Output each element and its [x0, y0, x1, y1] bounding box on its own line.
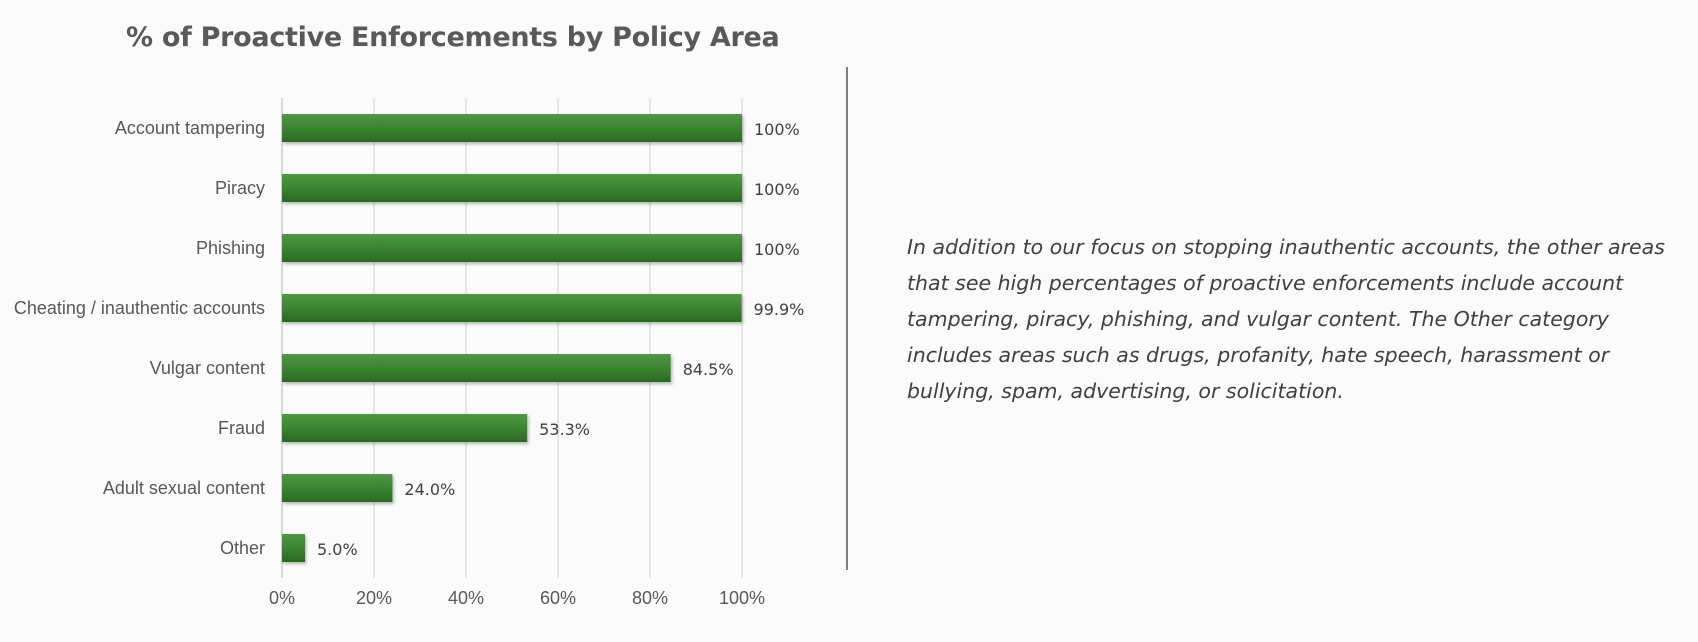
- data-label: 24.0%: [404, 480, 455, 499]
- category-label: Adult sexual content: [103, 478, 265, 498]
- category-label: Other: [220, 538, 265, 558]
- category-label: Cheating / inauthentic accounts: [14, 298, 265, 318]
- category-label: Phishing: [196, 238, 265, 258]
- data-label: 100%: [754, 120, 800, 139]
- bars: [282, 114, 742, 562]
- x-tick-label: 100%: [719, 588, 765, 608]
- data-label: 5.0%: [317, 540, 358, 559]
- bar: [282, 354, 671, 382]
- labels: 0% 20% 40% 60% 80% 100% Account tampering 100% P…: [14, 118, 805, 608]
- data-label: 99.9%: [754, 300, 805, 319]
- bar-chart: 0% 20% 40% 60% 80% 100% Account tampering 100% P…: [14, 98, 805, 608]
- category-label: Piracy: [215, 178, 265, 198]
- gridlines: [281, 98, 743, 578]
- description-text: In addition to our focus on stopping ina…: [907, 235, 1665, 403]
- bar: [282, 414, 528, 442]
- x-tick-label: 40%: [448, 588, 484, 608]
- x-tick-label: 20%: [356, 588, 392, 608]
- x-tick-label: 80%: [632, 588, 668, 608]
- bar: [282, 294, 742, 322]
- category-label: Account tampering: [115, 118, 265, 138]
- divider: [846, 67, 848, 570]
- data-label: 84.5%: [683, 360, 734, 379]
- bar: [282, 174, 742, 202]
- data-label: 100%: [754, 240, 800, 259]
- bar: [282, 474, 393, 502]
- bar: [282, 534, 305, 562]
- x-tick-label: 60%: [540, 588, 576, 608]
- data-label: 100%: [754, 180, 800, 199]
- data-label: 53.3%: [539, 420, 590, 439]
- bar: [282, 234, 742, 262]
- chart-title: % of Proactive Enforcements by Policy Ar…: [126, 22, 780, 53]
- category-label: Fraud: [218, 418, 265, 438]
- x-tick-label: 0%: [269, 588, 295, 608]
- category-label: Vulgar content: [150, 358, 265, 378]
- bar: [282, 114, 742, 142]
